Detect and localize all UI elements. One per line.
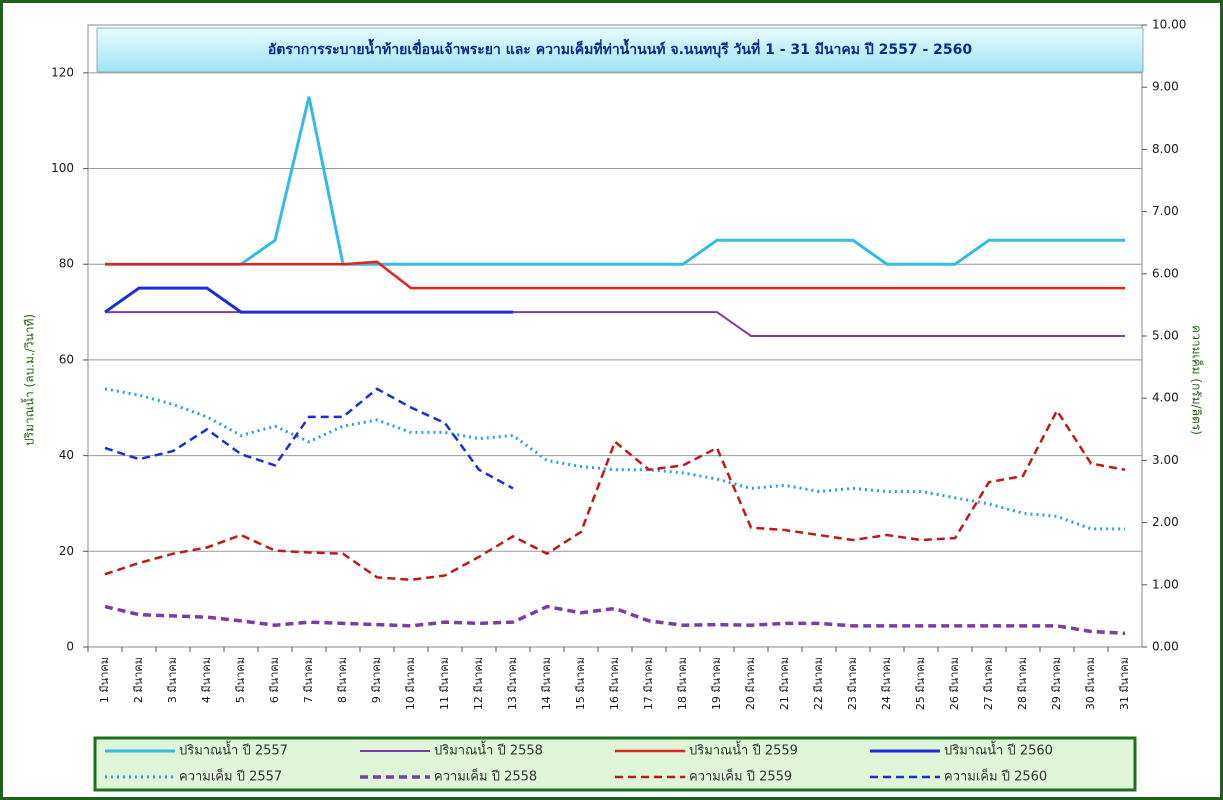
- x-tick-label: 15 มีนาคม: [574, 657, 587, 710]
- x-tick-label: 26 มีนาคม: [948, 657, 961, 710]
- x-tick-label: 11 มีนาคม: [438, 657, 451, 710]
- y-tick-label: 40: [59, 448, 74, 462]
- x-tick-label: 13 มีนาคม: [506, 657, 519, 710]
- x-tick-label: 3 มีนาคม: [166, 657, 179, 703]
- x-tick-label: 7 มีนาคม: [302, 657, 315, 703]
- x-tick-label: 27 มีนาคม: [982, 657, 995, 710]
- x-tick-label: 14 มีนาคม: [540, 657, 553, 710]
- x-tick-label: 4 มีนาคม: [200, 657, 213, 703]
- x-tick-label: 22 มีนาคม: [812, 657, 825, 710]
- series-line: [105, 260, 1125, 290]
- x-tick-label: 29 มีนาคม: [1050, 657, 1063, 710]
- x-tick-label: 6 มีนาคม: [268, 657, 281, 703]
- legend-label: ปริมาณน้ำ ปี 2557: [179, 741, 288, 759]
- x-tick-label: 31 มีนาคม: [1118, 657, 1131, 710]
- title-box: [96, 27, 1144, 73]
- legend-label: ปริมาณน้ำ ปี 2559: [689, 741, 798, 759]
- series-line: [104, 408, 1126, 582]
- series-line: [104, 604, 1126, 636]
- x-tick-label: 5 มีนาคม: [234, 657, 247, 703]
- y2-tick-label: 0.00: [1152, 640, 1179, 654]
- x-tick-label: 9 มีนาคม: [370, 657, 383, 703]
- y2-tick-label: 1.00: [1152, 577, 1179, 591]
- legend-label: ความเค็ม ปี 2559: [689, 767, 792, 785]
- x-tick-label: 8 มีนาคม: [336, 657, 349, 703]
- x-tick-label: 24 มีนาคม: [880, 657, 893, 710]
- x-tick-label: 18 มีนาคม: [676, 657, 689, 710]
- y-axis-title: ปริมาณน้ำ (ลบ.ม./วินาที): [21, 314, 37, 446]
- x-tick-label: 25 มีนาคม: [914, 657, 927, 710]
- legend-label: ปริมาณน้ำ ปี 2558: [434, 741, 543, 759]
- y2-tick-label: 2.00: [1152, 515, 1179, 529]
- x-tick-label: 1 มีนาคม: [98, 657, 111, 703]
- series-line: [104, 387, 514, 490]
- series-line: [104, 286, 513, 314]
- y2-tick-label: 8.00: [1152, 142, 1179, 156]
- x-tick-label: 17 มีนาคม: [642, 657, 655, 710]
- y2-tick-label: 4.00: [1152, 391, 1179, 405]
- x-tick-label: 10 มีนาคม: [404, 657, 417, 710]
- y-tick-label: 120: [51, 65, 74, 79]
- x-tick-label: 16 มีนาคม: [608, 657, 621, 710]
- y-tick-label: 80: [59, 257, 74, 271]
- y2-tick-label: 9.00: [1152, 80, 1179, 94]
- x-tick-label: 21 มีนาคม: [778, 657, 791, 710]
- legend-label: ความเค็ม ปี 2558: [434, 767, 537, 785]
- x-tick-label: 2 มีนาคม: [132, 657, 145, 703]
- y-tick-label: 60: [59, 352, 74, 366]
- y2-tick-label: 10.00: [1152, 18, 1186, 32]
- y2-tick-label: 7.00: [1152, 204, 1179, 218]
- y2-axis-title: ความเค็ม (กรัม/ลิตร): [1190, 325, 1205, 435]
- series-line: [104, 387, 1125, 531]
- y-tick-label: 100: [51, 161, 74, 175]
- y2-tick-label: 3.00: [1152, 453, 1179, 467]
- x-tick-label: 28 มีนาคม: [1016, 657, 1029, 710]
- y-tick-label: 20: [59, 544, 74, 558]
- legend-label: ปริมาณน้ำ ปี 2560: [944, 741, 1053, 759]
- legend-label: ความเค็ม ปี 2560: [944, 767, 1047, 785]
- x-tick-label: 19 มีนาคม: [710, 657, 723, 710]
- x-tick-label: 20 มีนาคม: [744, 657, 757, 710]
- chart-title: อัตราการระบายน้ำท้ายเขื่อนเจ้าพระยา และ …: [268, 38, 973, 58]
- y2-tick-label: 6.00: [1152, 266, 1179, 280]
- y2-tick-label: 5.00: [1152, 329, 1179, 343]
- x-tick-label: 30 มีนาคม: [1084, 657, 1097, 710]
- x-tick-label: 23 มีนาคม: [846, 657, 859, 710]
- x-tick-label: 12 มีนาคม: [472, 657, 485, 710]
- legend: [93, 736, 1137, 792]
- legend-label: ความเค็ม ปี 2557: [179, 767, 282, 785]
- y-tick-label: 0: [66, 640, 74, 654]
- series-line: [105, 96, 1125, 266]
